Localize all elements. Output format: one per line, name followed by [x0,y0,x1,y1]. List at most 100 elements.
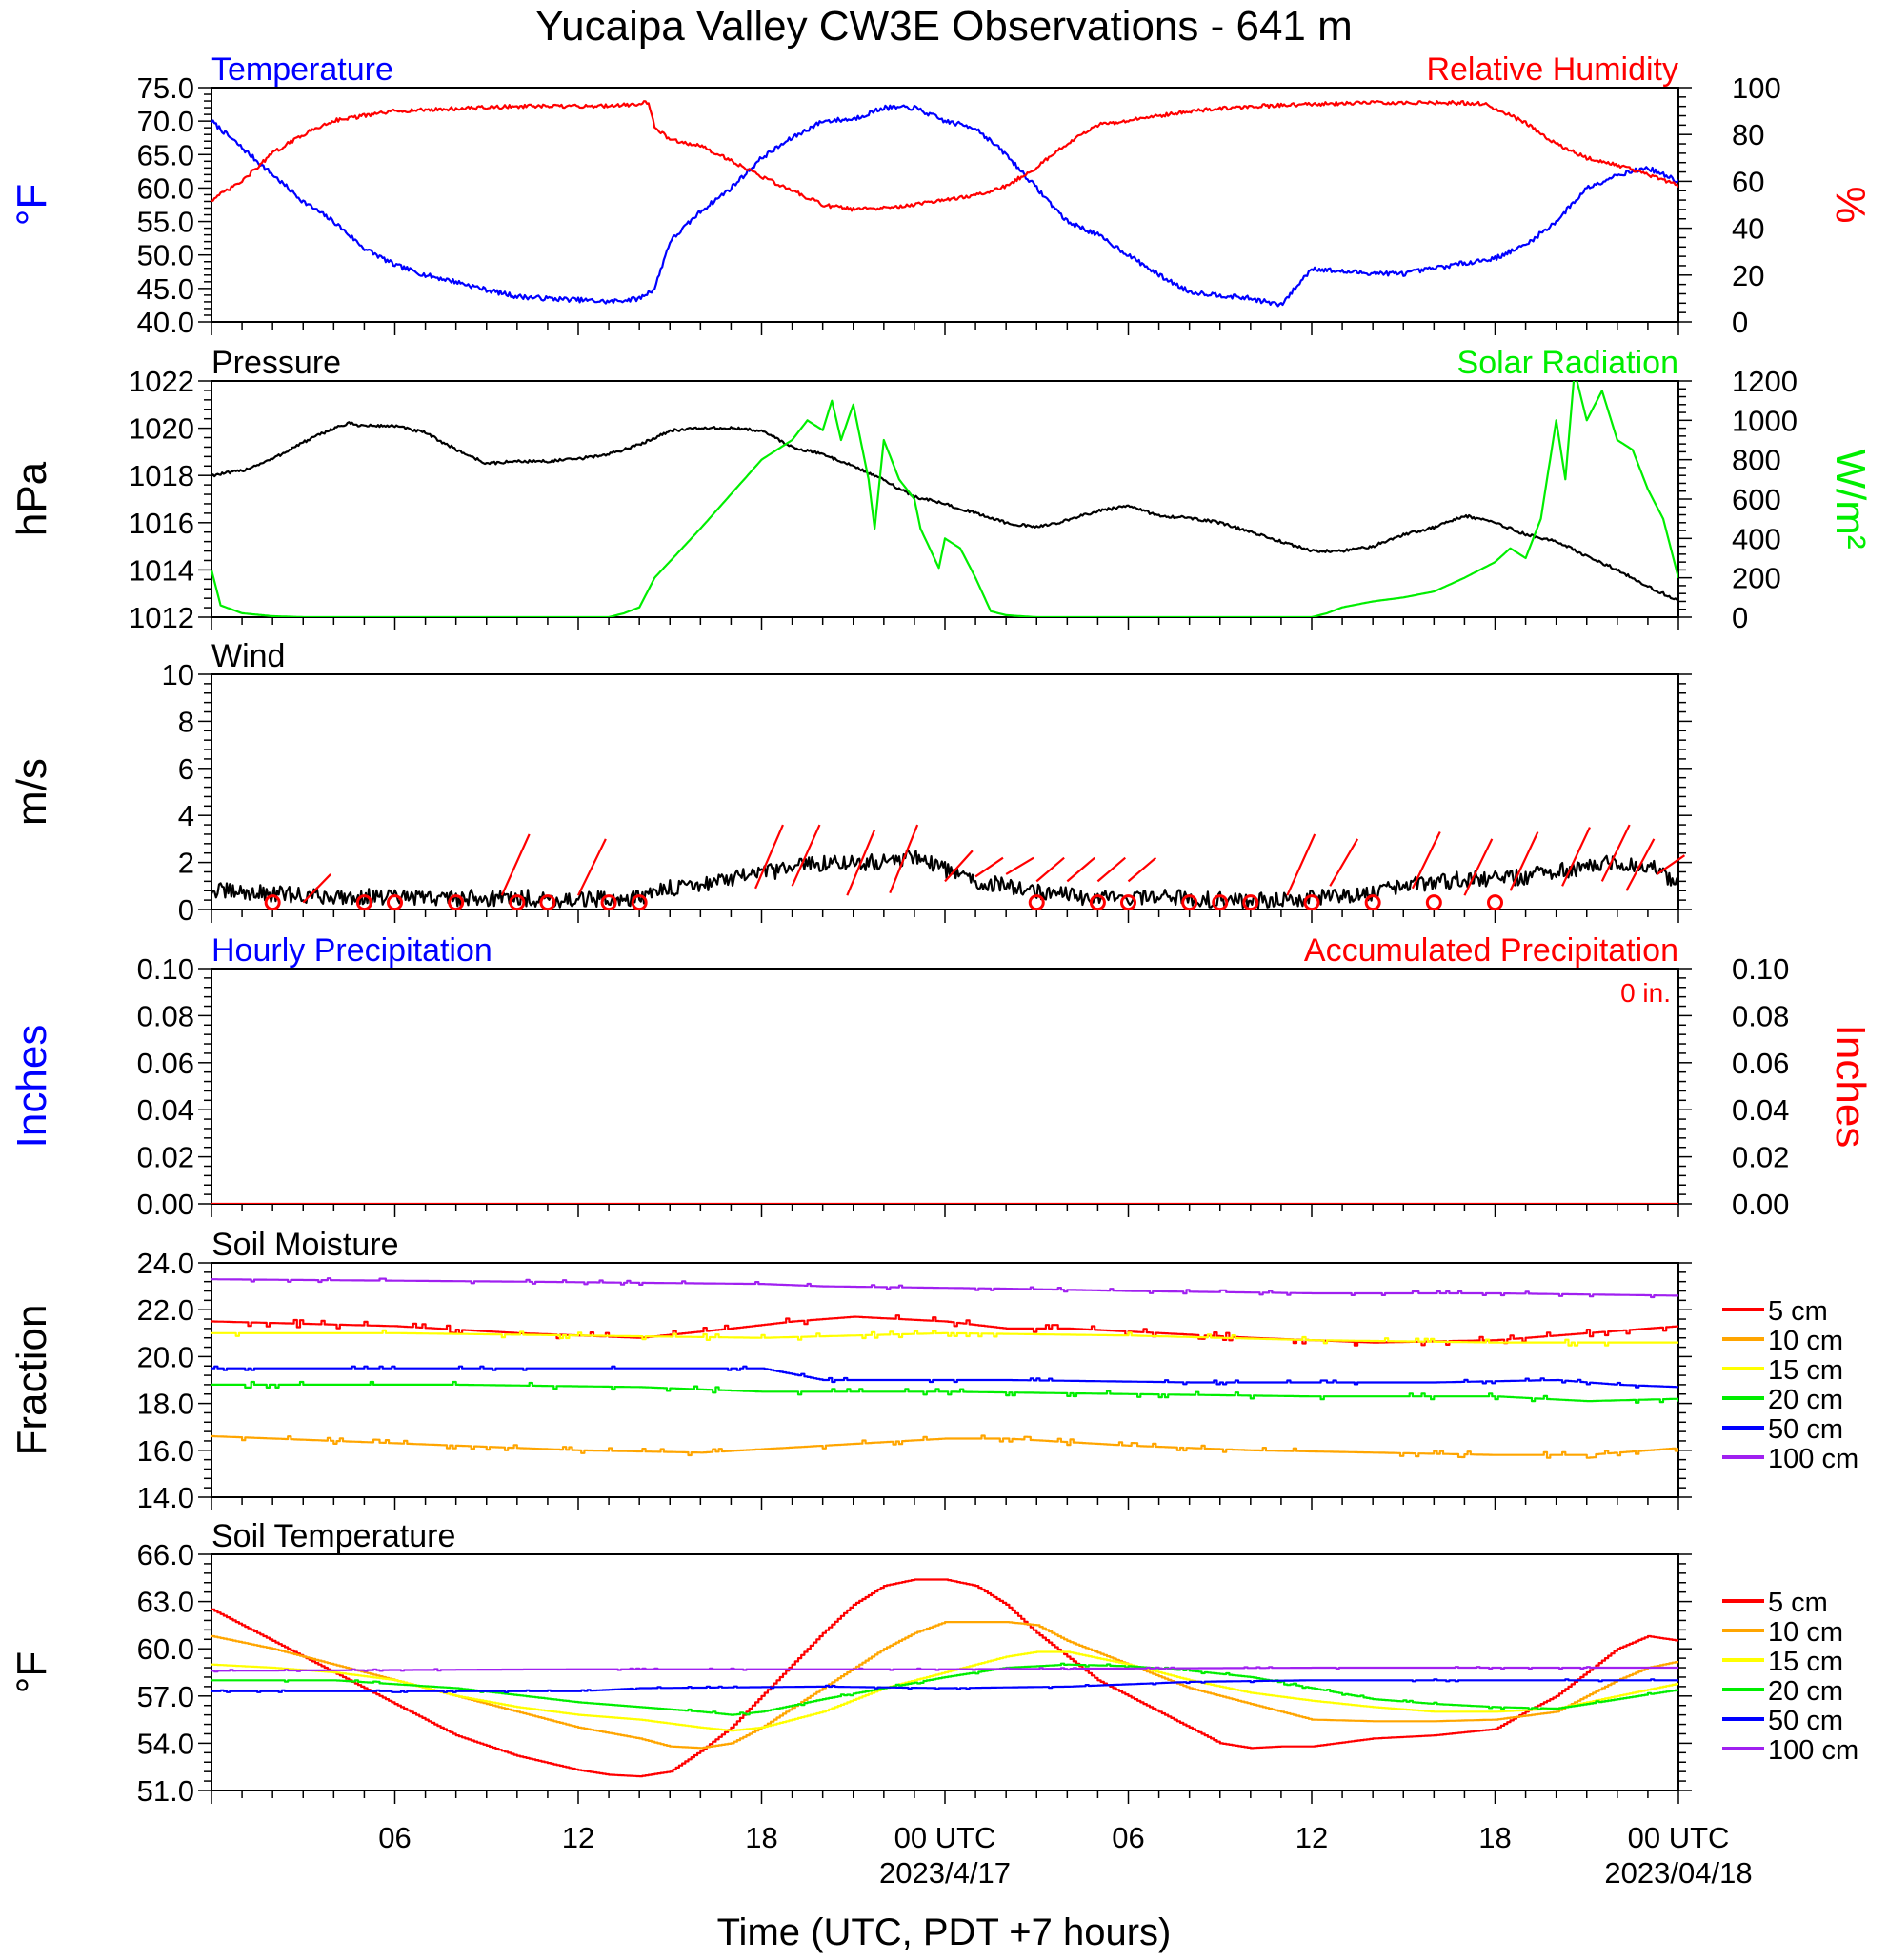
series-layer [211,849,1678,910]
right-tick-label: 0.04 [1732,1093,1789,1127]
panel-wind: 0 2 4 6 8 10 Wind m/s [9,638,1692,927]
wind-barb [754,824,784,890]
left-tick-label: 1016 [129,507,194,540]
left-tick-label: 63.0 [137,1586,194,1619]
panel-left-title: Soil Temperature [211,1518,455,1554]
plot-frame [211,87,1679,323]
calm-wind-marker [539,894,556,911]
left-axis-unit: m/s [9,758,55,826]
calm-wind-marker [509,894,526,911]
left-tick-label: 45.0 [137,272,194,306]
x-tick-label: 12 [1295,1821,1328,1854]
calm-wind-marker [355,894,372,911]
right-tick-label: 80 [1732,118,1764,151]
wind-barb [889,824,919,894]
panel-left-title: Soil Moisture [211,1227,399,1263]
calm-wind-marker [1303,894,1320,911]
right-tick-label: 800 [1732,444,1781,477]
wind-barb [1096,856,1127,883]
left-tick-label: 0.00 [137,1188,194,1221]
right-tick-label: 0.02 [1732,1141,1789,1174]
series-line-5-cm [211,1578,1678,1778]
wind-barb [846,829,876,896]
left-tick-label: 50.0 [137,239,194,272]
series-line-15-cm [211,1329,1678,1347]
series-line-10-cm [211,1621,1678,1750]
wind-barb [1329,838,1359,887]
x-date-label: 2023/4/17 [879,1856,1011,1890]
series-line-100-cm [211,1277,1678,1299]
wind-barb [1463,838,1494,896]
legend-entry: 100 cm [1768,1444,1858,1474]
wind-barb [1127,856,1157,883]
wind-barb [500,833,531,896]
right-tick-label: 1000 [1732,404,1798,437]
left-tick-label: 60.0 [137,1632,194,1666]
panel-precip: 0.00 0.02 0.04 0.06 0.08 0.10 0.00 0.02 0.04 0.06… [9,932,1874,1221]
x-date-label: 2023/04/18 [1604,1856,1752,1890]
x-tick-label: 06 [1112,1821,1144,1854]
left-tick-label: 8 [178,705,194,738]
series-line-20-cm [211,1380,1678,1404]
calm-wind-marker [1364,894,1381,911]
left-tick-label: 51.0 [137,1774,194,1808]
right-tick-label: 0.06 [1732,1047,1789,1080]
right-axis-unit: % [1827,186,1874,223]
legend-entry: 100 cm [1768,1735,1858,1766]
calm-wind-marker [1089,894,1106,911]
x-tick-label: 00 UTC [894,1821,996,1854]
left-tick-label: 0.04 [137,1093,194,1127]
panel-left-title: Hourly Precipitation [211,932,492,969]
series-line-right-1 [211,99,1678,212]
left-tick-label: 0.10 [137,952,194,986]
left-tick-label: 16.0 [137,1434,194,1468]
left-tick-label: 40.0 [137,306,194,339]
left-tick-label: 54.0 [137,1727,194,1760]
wind-barb [1005,856,1034,875]
left-tick-label: 1022 [129,365,194,398]
left-tick-label: 1012 [129,601,194,634]
series-line-left-0 [211,421,1678,601]
legend-entry: 15 cm [1768,1647,1843,1677]
left-tick-label: 18.0 [137,1388,194,1421]
left-tick-label: 10 [162,658,194,691]
right-tick-label: 40 [1732,212,1764,246]
right-axis-unit: W/m² [1827,449,1874,549]
accumulated-note: 0 in. [1620,978,1671,1008]
calm-wind-marker [264,894,281,911]
legend-entry: 20 cm [1768,1385,1843,1415]
right-tick-label: 0 [1732,306,1748,339]
wind-barb [1561,827,1591,887]
right-tick-label: 1200 [1732,365,1798,398]
series-line-50-cm [211,1678,1678,1693]
series-layer [211,1277,1678,1459]
panel-left-title: Temperature [211,51,393,88]
calm-wind-marker [1212,894,1229,911]
left-tick-label: 60.0 [137,171,194,205]
series-line-20-cm [211,1662,1678,1716]
left-axis-unit: °F [9,184,55,226]
left-tick-label: 24.0 [137,1247,194,1280]
calm-wind-marker [631,894,648,911]
left-tick-label: 14.0 [137,1481,194,1514]
calm-wind-marker [1028,894,1045,911]
left-tick-label: 0.06 [137,1047,194,1080]
x-tick-label: 06 [378,1821,411,1854]
right-tick-label: 100 [1732,71,1781,105]
panel-left-title: Wind [211,638,285,674]
right-tick-label: 0.00 [1732,1188,1789,1221]
plot-frame [211,968,1679,1205]
legend-entry: 5 cm [1768,1296,1828,1327]
x-tick-label: 00 UTC [1628,1821,1730,1854]
calm-wind-marker [600,894,617,911]
series-layer [211,1578,1678,1778]
left-tick-label: 4 [178,799,194,832]
left-axis-unit: Inches [9,1025,55,1149]
left-tick-label: 1014 [129,553,194,587]
x-tick-label: 18 [1478,1821,1511,1854]
panel-left-title: Pressure [211,345,341,381]
right-axis-unit: Inches [1827,1025,1874,1149]
left-tick-label: 20.0 [137,1340,194,1373]
left-tick-label: 1018 [129,459,194,492]
